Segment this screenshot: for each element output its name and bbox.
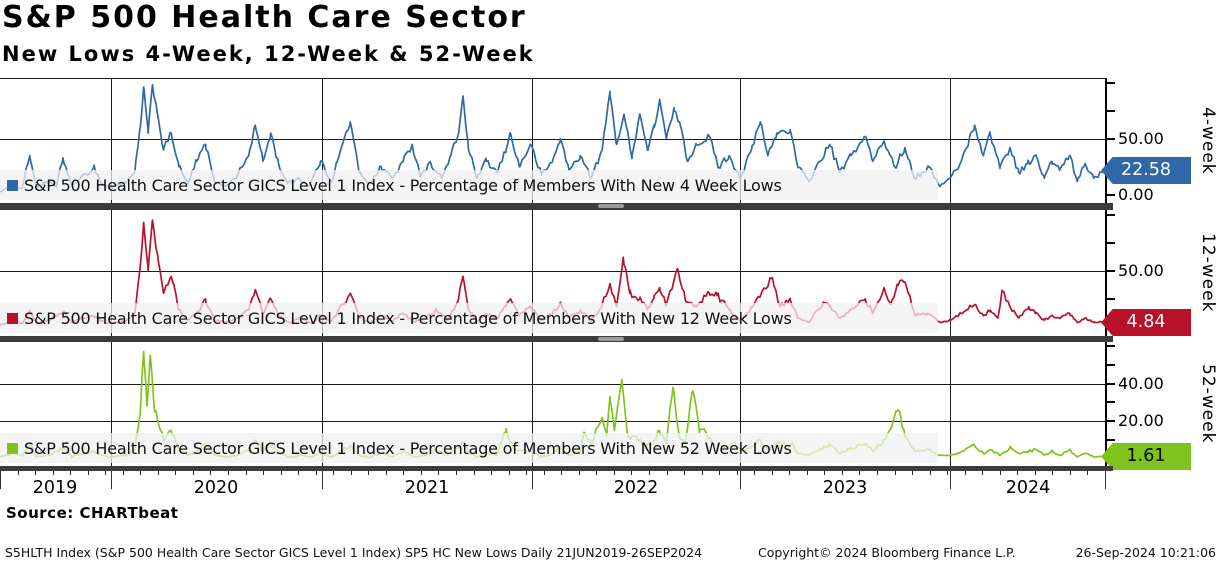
footer-copyright: Copyright© 2024 Bloomberg Finance L.P.: [758, 545, 1016, 560]
panel-52-week: S&P 500 Health Care Sector GICS Level 1 …: [0, 342, 1224, 470]
legend-band: S&P 500 Health Care Sector GICS Level 1 …: [0, 433, 938, 463]
legend-label: S&P 500 Health Care Sector GICS Level 1 …: [24, 308, 792, 328]
legend-label: S&P 500 Health Care Sector GICS Level 1 …: [24, 175, 782, 195]
footer-ticker-info: S5HLTH Index (S&P 500 Health Care Sector…: [5, 545, 703, 560]
panel-resize-handle[interactable]: [0, 203, 1113, 210]
right-axis: 50.00 0.00 22.58: [1101, 78, 1224, 204]
right-axis: 40.00 20.00 1.61: [1101, 342, 1224, 470]
axis-tick: [1107, 401, 1115, 403]
legend-label: S&P 500 Health Care Sector GICS Level 1 …: [24, 438, 792, 458]
axis-tick: [1107, 138, 1115, 140]
axis-tick-label: 40.00: [1118, 374, 1164, 393]
last-price-label: 4.84: [1101, 309, 1191, 336]
footer-timestamp: 26-Sep-2024 10:21:06: [1075, 545, 1216, 560]
axis-tick: [1107, 214, 1115, 216]
legend-band: S&P 500 Health Care Sector GICS Level 1 …: [0, 303, 938, 333]
panel-12-week: S&P 500 Health Care Sector GICS Level 1 …: [0, 210, 1224, 336]
series-swatch-icon: [7, 179, 18, 191]
page-title: S&P 500 Health Care Sector: [2, 0, 527, 35]
axis-tick: [1107, 82, 1115, 84]
legend-band: S&P 500 Health Care Sector GICS Level 1 …: [0, 170, 938, 200]
axis-tick: [1107, 270, 1115, 272]
axis-tick-label: 20.00: [1118, 411, 1164, 430]
axis-tick: [1107, 110, 1115, 112]
last-price-label: 22.58: [1101, 157, 1191, 184]
axis-tick: [1107, 242, 1115, 244]
axis-tick: [1107, 364, 1115, 366]
axis-tick: [1107, 194, 1115, 196]
axis-tick-label: 50.00: [1118, 129, 1164, 148]
series-swatch-icon: [7, 442, 18, 454]
axis-tick-label: 50.00: [1118, 261, 1164, 280]
source-line: Source: CHARTbeat: [6, 504, 179, 522]
axis-tick: [1107, 383, 1115, 385]
panel-resize-handle[interactable]: [0, 336, 1113, 342]
x-axis-ticks: [0, 471, 1224, 489]
page-subtitle: New Lows 4-Week, 12-Week & 52-Week: [2, 42, 535, 66]
axis-tick: [1107, 439, 1115, 441]
panel-axis-title: 12-week: [1198, 233, 1218, 313]
axis-tick: [1107, 298, 1115, 300]
resize-grip-icon: [598, 337, 624, 341]
series-swatch-icon: [7, 312, 18, 324]
last-price-label: 1.61: [1101, 443, 1191, 470]
x-axis-bar: [0, 466, 1113, 471]
panel-axis-title: 52-week: [1198, 364, 1218, 444]
axis-tick: [1107, 345, 1115, 347]
panel-4-week: S&P 500 Health Care Sector GICS Level 1 …: [0, 78, 1224, 204]
right-axis: 50.00 4.84: [1101, 210, 1224, 336]
resize-grip-icon: [598, 204, 624, 208]
panel-axis-title: 4-week: [1198, 106, 1218, 175]
axis-tick: [1107, 420, 1115, 422]
axis-tick-label: 0.00: [1118, 185, 1154, 204]
